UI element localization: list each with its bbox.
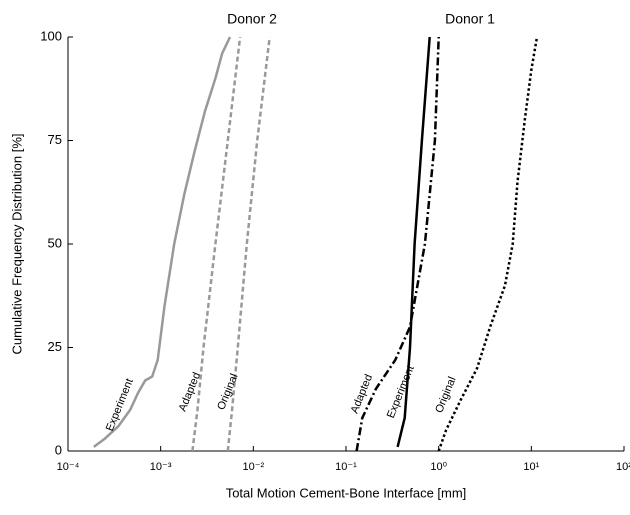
series-label: Adapted — [349, 373, 375, 415]
y-tick-label: 75 — [48, 132, 62, 147]
series-label: Original — [433, 375, 458, 415]
x-axis-label: Total Motion Cement-Bone Interface [mm] — [226, 485, 467, 500]
series-label: Experiment — [385, 364, 417, 420]
y-tick-label: 25 — [48, 339, 62, 354]
data-line — [355, 36, 440, 452]
annotation: Donor 1 — [445, 11, 495, 27]
x-tick-label: 10⁻² — [242, 461, 264, 473]
x-tick-label: 10⁰ — [430, 461, 447, 473]
y-tick-label: 0 — [55, 442, 62, 457]
data-line — [93, 36, 232, 448]
data-line — [191, 36, 242, 452]
data-line — [226, 36, 271, 452]
x-tick-label: 10⁻⁴ — [57, 461, 80, 473]
y-tick-label: 100 — [40, 28, 62, 43]
x-tick-label: 10¹ — [523, 461, 539, 473]
series-label: Original — [215, 372, 240, 412]
x-tick-label: 10² — [616, 461, 630, 473]
y-axis-label: Cumulative Frequency Distribution [%] — [9, 133, 24, 354]
x-tick-label: 10⁻¹ — [335, 461, 357, 473]
x-tick-label: 10⁻³ — [150, 461, 172, 473]
annotation: Donor 2 — [227, 11, 277, 27]
data-line — [437, 36, 539, 452]
data-line — [396, 36, 431, 448]
y-tick-label: 50 — [48, 235, 62, 250]
